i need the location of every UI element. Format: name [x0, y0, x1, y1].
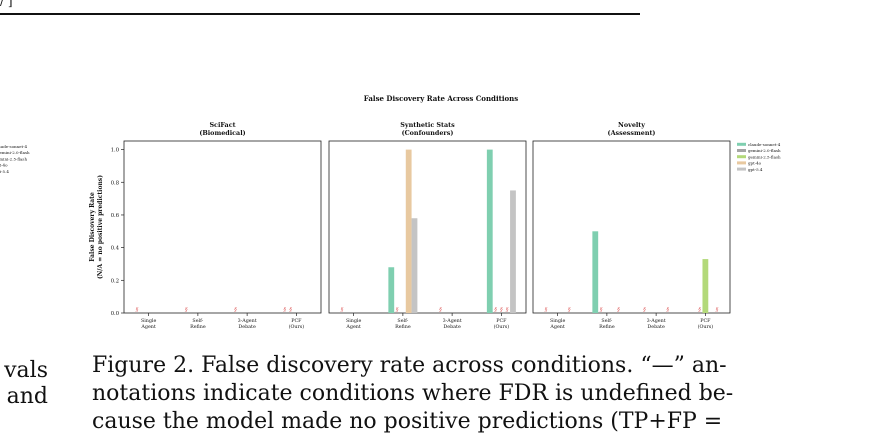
legend-swatch-0 — [737, 142, 746, 146]
x-tick-label2-2-0: Agent — [549, 324, 564, 330]
chart-title: False Discovery Rate Across Conditions — [364, 94, 518, 103]
legend-swatch-3 — [737, 161, 746, 165]
figure-caption: Figure 2. False discovery rate across co… — [92, 352, 882, 436]
x-tick-label-1-3: PCF — [496, 318, 507, 324]
y-axis-label-2: (N/A = no positive predictions) — [97, 175, 104, 279]
y-tick-label-4: 0.8 — [111, 180, 119, 186]
left-column-text-2: and — [6, 384, 48, 409]
y-tick-label-1: 0.2 — [111, 278, 119, 284]
na-marker-1-2-0: § — [439, 307, 442, 313]
x-tick-label2-1-0: Agent — [345, 324, 360, 330]
legend-label-3: gpt-4o — [748, 161, 762, 166]
na-marker-2-1-1: § — [600, 307, 603, 313]
na-marker-0-3-0: § — [283, 307, 286, 313]
clipped-header-text: / ] — [0, 0, 13, 8]
x-tick-label2-1-2: Debate — [443, 324, 461, 330]
left-legend-fragment-1: gemini-2.0-flash — [0, 150, 30, 155]
y-tick-label-0: 0.0 — [111, 311, 119, 317]
paper-page: / ] vals and laude-sonnet-4 gemini-2.0-fl… — [0, 0, 781, 434]
panel-subtitle-0: (Biomedical) — [199, 129, 245, 137]
x-tick-label-2-1: Self- — [601, 318, 612, 324]
legend-label-0: claude-sonnet-4 — [748, 142, 781, 147]
na-marker-0-0-0: § — [136, 307, 139, 313]
na-marker-1-3-1: § — [494, 307, 497, 313]
legend-swatch-2 — [737, 155, 746, 159]
na-marker-1-3-2: § — [500, 307, 503, 313]
section-rule — [0, 13, 640, 15]
panel-subtitle-2: (Assessment) — [608, 129, 656, 137]
na-marker-0-2-0: § — [234, 307, 237, 313]
left-legend-fragment-0: laude-sonnet-4 — [0, 144, 27, 149]
na-marker-1-3-3: § — [506, 307, 509, 313]
bar-1-3-0 — [486, 149, 493, 313]
left-figure-legend-fragment: laude-sonnet-4gemini-2.0-flashemini-2.5-… — [0, 144, 30, 174]
x-tick-label2-2-2: Debate — [647, 324, 665, 330]
left-legend-fragment-2: emini-2.5-flash — [0, 156, 27, 161]
caption-line-1: Figure 2. False discovery rate across co… — [92, 353, 727, 378]
fdr-chart: False Discovery Rate Across Conditions Sc… — [89, 94, 781, 330]
x-tick-label-1-0: Single — [346, 318, 362, 324]
legend-label-2: gemini-2.5-flash — [748, 154, 781, 159]
na-marker-0-3-1: § — [289, 307, 292, 313]
x-tick-label2-0-2: Debate — [238, 324, 256, 330]
legend-label-1: gemini-2.0-flash — [748, 148, 781, 153]
x-tick-label-1-2: 3-Agent — [443, 318, 462, 324]
left-column-text-1: vals — [4, 358, 48, 383]
x-tick-label-0-0: Single — [141, 318, 157, 324]
na-marker-2-0-0: § — [545, 307, 548, 313]
na-marker-2-3-1: § — [698, 307, 701, 313]
na-marker-1-0-0: § — [341, 307, 344, 313]
panel-subtitle-1: (Confounders) — [402, 129, 454, 137]
bar-2-3-2 — [702, 259, 709, 313]
na-marker-2-1-4: § — [617, 307, 620, 313]
left-legend-fragment-4: pt-5.4 — [0, 169, 9, 174]
x-tick-label-0-2: 3-Agent — [238, 318, 257, 324]
legend-swatch-1 — [737, 149, 746, 152]
bar-1-1-0 — [388, 267, 395, 313]
na-marker-0-1-0: § — [185, 307, 188, 313]
bar-2-1-0 — [592, 231, 599, 313]
x-tick-label-2-2: 3-Agent — [647, 318, 666, 324]
na-marker-2-0-4: § — [568, 307, 571, 313]
x-tick-label-0-1: Self- — [192, 318, 203, 324]
panel-frame-1 — [328, 140, 527, 314]
panel-frame-0 — [123, 140, 322, 314]
x-tick-label-2-3: PCF — [700, 318, 711, 324]
na-marker-1-1-1: § — [396, 307, 399, 313]
bar-1-1-4 — [411, 218, 418, 313]
left-legend-fragment-3: pt-4o — [0, 163, 8, 168]
caption-line-2: notations indicate conditions where FDR … — [92, 381, 734, 406]
x-tick-label2-1-1: Refine — [395, 324, 411, 330]
x-tick-label2-0-0: Agent — [140, 324, 155, 330]
panel-title-0: SciFact — [209, 121, 235, 129]
caption-line-3: cause the model made no positive predict… — [92, 409, 723, 434]
panel-title-1: Synthetic Stats — [400, 121, 455, 129]
na-marker-2-2-0: § — [643, 307, 646, 313]
x-tick-label2-0-3: (Ours) — [289, 323, 305, 330]
y-axis-label: False Discovery Rate — [89, 192, 96, 262]
y-tick-label-5: 1.0 — [111, 148, 119, 154]
legend-swatch-4 — [737, 167, 746, 171]
x-tick-label-2-0: Single — [550, 318, 566, 324]
bar-1-3-4 — [510, 190, 516, 313]
na-marker-2-3-4: § — [716, 307, 719, 313]
x-tick-label-1-1: Self- — [397, 318, 408, 324]
panel-title-2: Novelty — [618, 121, 645, 129]
x-tick-label2-0-1: Refine — [190, 324, 206, 330]
legend-label-4: gpt-5.4 — [748, 167, 763, 172]
x-tick-label2-2-3: (Ours) — [698, 323, 714, 330]
na-marker-2-2-4: § — [666, 307, 669, 313]
x-tick-label2-2-1: Refine — [599, 324, 615, 330]
y-tick-label-3: 0.6 — [111, 213, 119, 219]
x-tick-label2-1-3: (Ours) — [494, 323, 510, 330]
y-tick-label-2: 0.4 — [111, 246, 120, 252]
bar-1-1-3 — [405, 149, 412, 313]
panel-frame-2 — [532, 140, 731, 314]
x-tick-label-0-3: PCF — [291, 318, 302, 324]
